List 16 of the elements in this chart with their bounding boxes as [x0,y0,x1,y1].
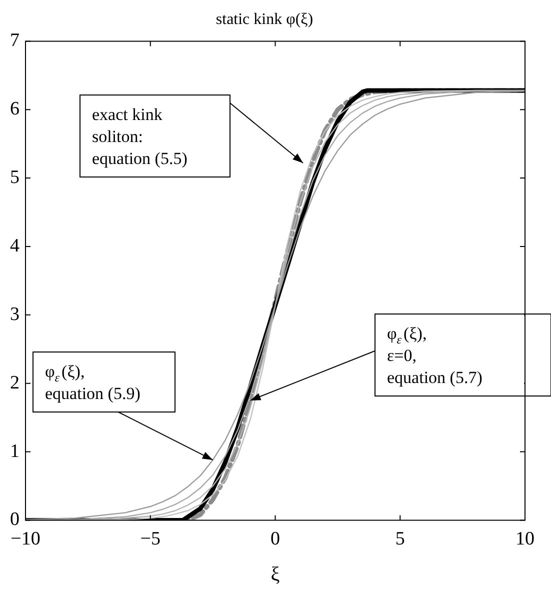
y-tick-label: 1 [10,440,20,462]
annotation: exact kink soliton: equation (5.5) [92,105,188,168]
y-tick-label: 7 [10,30,20,52]
x-tick-label: −10 [10,528,40,550]
chart-title: static kink φ(ξ) [216,10,314,28]
x-tick-label: −5 [140,528,160,550]
y-tick-label: 3 [10,304,20,325]
y-tick-label: 4 [10,235,20,256]
x-tick-label: 0 [270,528,280,550]
x-tick-label: 5 [395,528,405,550]
y-tick-label: 5 [10,167,20,188]
x-axis-title: ξ [270,563,280,586]
y-tick-label: 0 [10,509,20,530]
y-tick-label: 6 [10,98,20,120]
x-tick-label: 10 [516,528,534,550]
y-tick-label: 2 [10,372,20,394]
